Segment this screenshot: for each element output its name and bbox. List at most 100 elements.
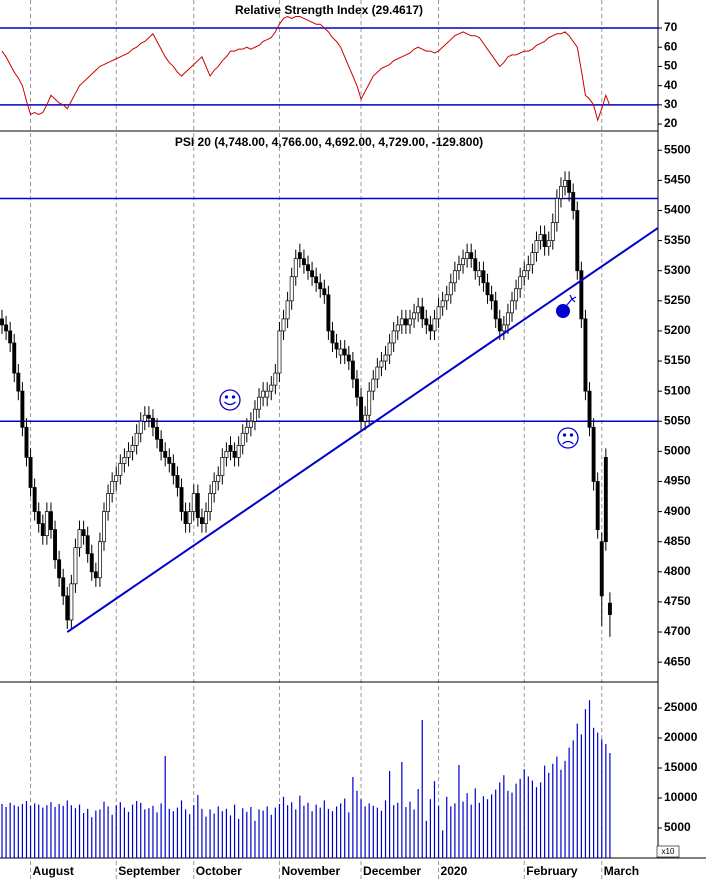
candle-body [57,559,62,579]
candle-body [228,444,233,452]
volume-bar [107,806,109,858]
volume-bar [462,801,464,858]
volume-bar [450,806,452,858]
candle-body [89,553,94,573]
candle-body [208,493,213,512]
y-tick-label: 5500 [664,142,691,156]
volume-bar [123,807,125,858]
volume-bar [295,809,297,858]
volume-bar [352,777,354,858]
volume-bar [319,807,321,858]
volume-bar [433,781,436,858]
candle-body [607,602,612,615]
y-tick-label: 60 [664,39,678,53]
marks-layer: 20 30 40 50 60 70 4650 4700 4750 4800 4850 4900 4950… [0,15,698,878]
candle-body [155,426,159,440]
candle-body [399,318,404,326]
volume-bar [486,799,489,858]
volume-bar [389,771,391,858]
volume-bar [119,802,121,858]
x-tick-label: November [281,864,340,878]
volume-bar [144,809,146,858]
candle-body [151,417,155,428]
volume-bar [474,788,476,858]
volume-bar [454,803,456,858]
volume-bar [34,803,36,858]
candle-body [126,451,131,458]
volume-bar [270,814,272,858]
volume-bar [95,810,97,858]
candle-body [563,180,567,187]
volume-bar [548,772,550,858]
candle-body [469,252,474,260]
volume-bar [519,778,521,858]
candle-body [236,444,241,458]
candle-body [199,517,204,524]
candle-body [412,312,417,320]
candle-body [408,318,412,326]
candle-body [444,294,449,302]
candle-body [526,264,531,272]
candle-body [587,390,592,428]
volume-bar [115,805,117,858]
rsi-line [1,15,611,122]
candle-body [457,264,461,272]
candle-body [281,318,286,332]
candle-body [603,457,608,543]
candle-body [97,541,102,579]
volume-bar [140,802,142,858]
volume-bar [491,794,493,858]
y-tick-label: 4700 [664,624,691,638]
volume-bar [531,780,533,858]
candle-body [489,294,494,302]
volume-bar [539,782,542,858]
candle-body [595,481,600,530]
candle-body [216,475,221,482]
y-tick-label: 25000 [664,700,698,714]
volume-bar [499,782,501,858]
candle-body [146,414,151,419]
volume-bar [315,804,317,858]
candle-body [277,330,282,374]
volume-bar [136,801,138,858]
volume-bar [417,789,419,858]
volume-bar [495,789,497,858]
bomb-icon [556,294,577,318]
volume-bar [470,804,472,858]
candle-body [395,324,400,332]
volume-bar [535,787,538,858]
candle-body [501,324,506,332]
candle-body [159,438,164,452]
unit-label: x10 [662,847,675,856]
candle-body [212,481,217,494]
candle-body [363,414,368,422]
volume-bar [360,799,362,858]
candle-body [416,306,421,314]
volume-bar [299,795,301,858]
volume-bar [446,796,448,858]
volume-bar [266,806,268,858]
sad-icon [557,427,579,449]
candle-body [318,282,323,290]
rsi-title: Relative Strength Index (29.4617) [235,3,423,17]
y-tick-label: 4750 [664,594,691,608]
volume-bar [242,808,244,858]
candle-body [0,318,4,326]
volume-bar [303,805,305,858]
price-title: PSI 20 (4,748.00, 4,766.00, 4,692.00, 4,… [175,135,483,149]
candle-body [248,420,253,428]
volume-bar [111,814,113,858]
volume-bar [323,800,325,858]
volume-bar [405,807,407,858]
volume-bar [209,809,211,858]
volume-bar [164,756,166,858]
volume-bar [254,820,256,858]
volume-bar [372,805,374,858]
candle-body [391,330,396,344]
volume-bar [9,802,11,858]
volume-bar [70,805,72,858]
candle-body [93,571,98,579]
y-tick-label: 4900 [664,504,691,518]
candle-body [514,288,519,302]
candle-body [510,300,514,314]
